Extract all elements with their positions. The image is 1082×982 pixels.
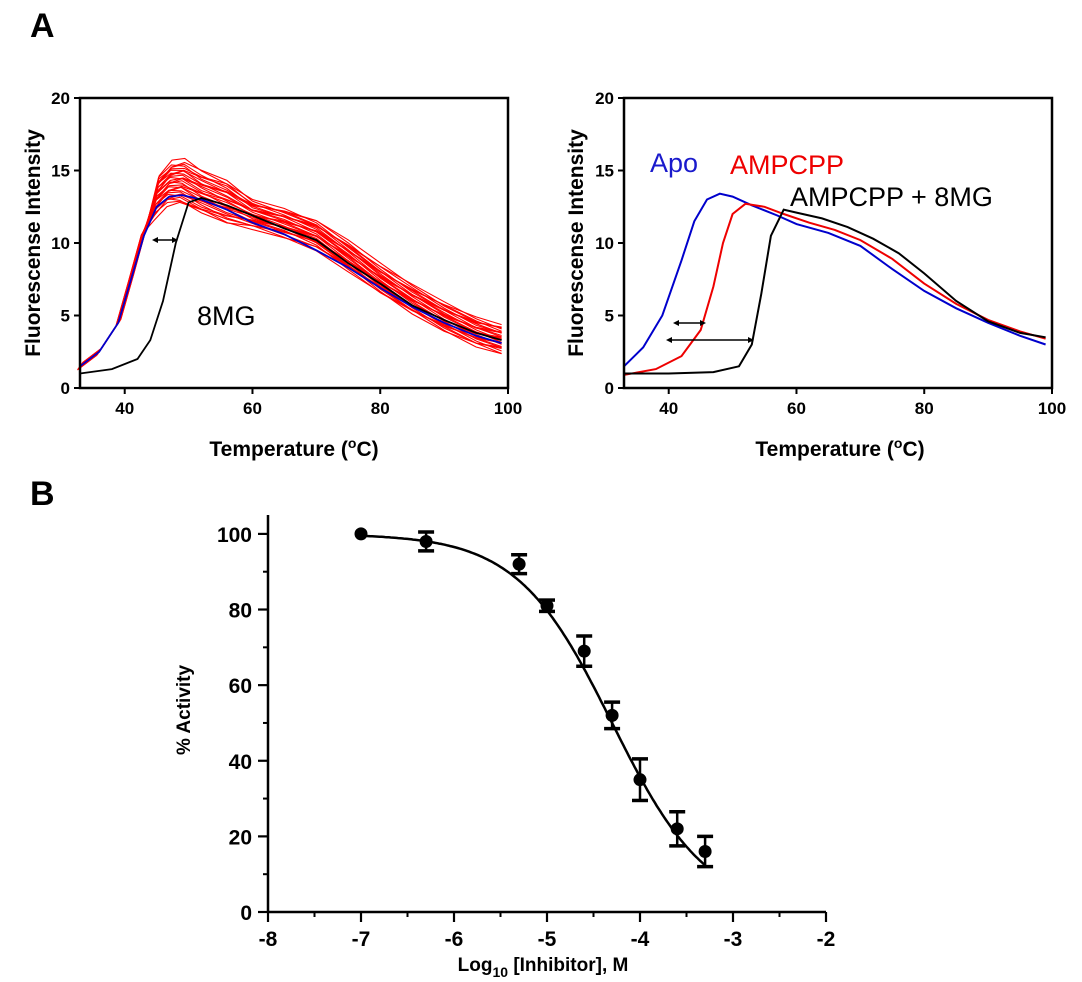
chart-a-right-line-ampcpp (623, 202, 1046, 376)
chart-a-left-compound-line (77, 201, 502, 371)
chart-a-left-compound-line (79, 180, 502, 368)
chart-a-left-compound-line (79, 177, 502, 367)
chart-a-left-compound-line (79, 184, 502, 367)
chart-a-right-xlabel: Temperature (oC) (755, 435, 924, 461)
chart-a-right-line-ampcpp-8mg (624, 208, 1046, 375)
chart-b-ytick-label: 80 (229, 600, 252, 623)
chart-a-left-compound-line (81, 164, 502, 364)
chart-b-data-point (577, 644, 591, 658)
chart-a-left-line-8mg (79, 197, 502, 375)
chart-b-ytick-label: 100 (217, 524, 252, 547)
chart-b-ticks: -8 -7 -6 -5 -4 -3 -2 0 20 40 60 80 100 (217, 524, 835, 951)
chart-a-left-compound-line (80, 177, 502, 366)
chart-b-fit-curve (360, 534, 706, 867)
chart-a-left-compound-line (81, 172, 502, 365)
chart-a-left-compound-line (80, 176, 502, 366)
chart-a-left-ylabel: Fluorescense Intensity (22, 129, 45, 357)
chart-a-right-xtick-label: 40 (659, 399, 678, 418)
chart-a-left-arrowhead-right (172, 237, 178, 243)
chart-a-right-ytick-label: 0 (605, 379, 614, 398)
chart-a-left-compound-line (80, 174, 502, 367)
chart-a-left-xtick-label: 60 (243, 399, 262, 418)
chart-a-left-ytick-label: 15 (51, 162, 70, 181)
chart-b-data-point (670, 822, 684, 836)
chart-a-left-compound-line (81, 163, 502, 365)
chart-a-left-xlabel: Temperature (oC) (209, 435, 378, 461)
chart-a-right-lines (623, 192, 1046, 376)
chart-a-left-ytick-label: 5 (61, 307, 70, 326)
chart-a-left-compound-line (80, 169, 502, 365)
chart-a-left-compound-line (78, 193, 502, 369)
chart-b-ytick-label: 60 (229, 675, 252, 698)
chart-a-left-compound-line (81, 169, 502, 365)
chart-b-ytick-label: 0 (240, 902, 252, 925)
chart-a-right-ytick-label: 20 (595, 89, 614, 108)
chart-a-right-ytick-label: 10 (595, 234, 614, 253)
chart-a-left-8mg-label: 8MG (197, 301, 256, 331)
panel-letter-b: B (30, 475, 55, 513)
chart-a-left-compound-line (82, 157, 502, 364)
chart-b-data-point (540, 599, 554, 613)
chart-b-xlabel: Log10 [Inhibitor], M (458, 955, 629, 980)
chart-b-data-point (605, 708, 619, 722)
chart-b-data-point (419, 534, 433, 548)
chart-a-right-xtick-label: 100 (1038, 399, 1066, 418)
chart-b-data-point (512, 557, 526, 571)
chart-a-right-xtick-label: 80 (915, 399, 934, 418)
chart-b-data-point (698, 845, 712, 859)
chart-a-right-ytick-label: 15 (595, 162, 614, 181)
chart-a-left-ticks: 40 60 80 100 0 5 10 15 20 (51, 89, 522, 418)
chart-b-xtick-label: -8 (259, 928, 278, 951)
chart-a-left-ytick-label: 0 (61, 379, 70, 398)
chart-a-right-arrow-short-right (700, 320, 706, 326)
chart-a-right-ytick-label: 5 (605, 307, 614, 326)
chart-b-xtick-label: -5 (538, 928, 557, 951)
chart-a-left-compound-line (78, 189, 502, 368)
chart-a-left-ytick-label: 10 (51, 234, 70, 253)
chart-b-ytick-label: 40 (229, 751, 252, 774)
chart-b-xtick-label: -3 (724, 928, 743, 951)
chart-a-right-arrow-long-left (666, 337, 672, 343)
chart-a-right-apo-label: Apo (650, 148, 698, 178)
chart-a-right-xtick-label: 60 (787, 399, 806, 418)
chart-a-right-ylabel: Fluorescense Intensity (565, 129, 588, 357)
chart-a-left-xtick-label: 80 (371, 399, 390, 418)
chart-b-xtick-label: -2 (817, 928, 836, 951)
chart-a-right-line-apo (623, 192, 1046, 368)
chart-a-left-compound-line (77, 193, 502, 370)
chart-a-left-xtick-label: 100 (494, 399, 522, 418)
chart-b-xtick-label: -6 (445, 928, 464, 951)
panel-letter-a: A (30, 7, 55, 45)
chart-b-data-point (633, 773, 647, 787)
chart-a-right: 40 60 80 100 0 5 10 15 20 Temperature (oC) Fluor… (565, 89, 1066, 461)
chart-b-ylabel: % Activity (174, 665, 195, 756)
chart-a-left-compound-line (82, 161, 502, 364)
chart-a-left-line-reference (79, 194, 502, 368)
chart-a-left-compound-line (79, 181, 502, 367)
chart-a-left-frame (78, 96, 510, 390)
chart-a-left-lines (77, 157, 502, 375)
chart-a-right-ticks: 40 60 80 100 0 5 10 15 20 (595, 89, 1066, 418)
chart-b-xtick-label: -4 (631, 928, 650, 951)
chart-a-right-arrow-long-right (748, 337, 754, 343)
chart-b-marks (354, 527, 714, 869)
chart-a-left: 40 60 80 100 0 5 10 15 20 Temperature (oC) Fluor… (22, 89, 522, 461)
chart-b: -8 -7 -6 -5 -4 -3 -2 0 20 40 60 80 100 Log10 [Inhibi… (174, 515, 835, 980)
chart-a-right-ampcpp-8mg-label: AMPCPP + 8MG (790, 182, 993, 212)
chart-b-data-point (354, 527, 368, 541)
chart-a-right-arrow-short-left (673, 320, 679, 326)
chart-a-left-xtick-label: 40 (115, 399, 134, 418)
chart-b-ytick-label: 20 (229, 826, 252, 849)
chart-a-left-arrowhead-left (152, 237, 158, 243)
chart-a-left-ytick-label: 20 (51, 89, 70, 108)
chart-a-right-ampcpp-label: AMPCPP (730, 150, 844, 180)
chart-a-left-compound-line (80, 170, 502, 366)
chart-b-xtick-label: -7 (352, 928, 371, 951)
chart-a-left-compound-line (81, 167, 502, 364)
